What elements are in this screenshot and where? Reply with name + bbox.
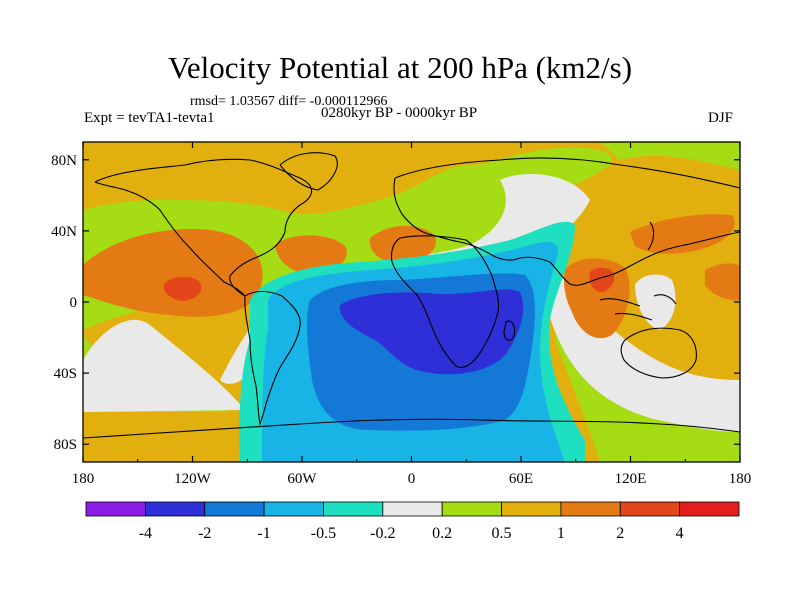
colorbar-swatch xyxy=(323,501,384,517)
contour-max-central-pacific xyxy=(705,263,740,301)
colorbar-swatch xyxy=(619,501,681,517)
colorbar-label: -1 xyxy=(257,525,270,542)
coastline-eurasia xyxy=(393,157,740,286)
contour-min-atlantic-africa xyxy=(339,289,524,375)
x-tick-label: 0 xyxy=(408,471,416,487)
coastline-indonesia xyxy=(599,294,677,321)
x-tick-label: 60W xyxy=(287,471,317,487)
y-tick-label: 40N xyxy=(51,224,77,240)
coastlines xyxy=(83,152,740,439)
colorbar-label: -0.2 xyxy=(370,525,395,542)
x-tick-label: 60E xyxy=(509,471,533,487)
x-tick-label: 180 xyxy=(72,471,95,487)
colorbar-label: -2 xyxy=(198,525,211,542)
contour-neutral-region xyxy=(83,319,245,412)
season-label: DJF xyxy=(708,110,734,126)
colorbar-swatch xyxy=(441,501,502,517)
period-label: 0280kyr BP - 0000kyr BP xyxy=(321,105,478,121)
contour-max-east-pacific xyxy=(83,229,263,317)
colorbar-swatch xyxy=(501,501,562,517)
colorbar-label: -4 xyxy=(139,525,152,542)
colorbar-swatch xyxy=(85,501,146,517)
coastline-south-america xyxy=(244,290,301,427)
contour-core-east-pacific xyxy=(163,276,202,301)
colorbar-label: 4 xyxy=(676,525,684,542)
colorbar-swatch xyxy=(204,501,265,517)
colorbar-swatch xyxy=(382,501,443,517)
coastline-greenland xyxy=(279,152,338,191)
y-axis: 80N 40N 0 40S 80S xyxy=(51,153,740,453)
colorbar-swatch xyxy=(144,501,206,517)
chart-title: Velocity Potential at 200 hPa (km2/s) xyxy=(167,50,633,85)
coastline-north-america xyxy=(94,158,312,297)
x-tick-label: 180 xyxy=(729,471,752,487)
contour-max-north-pacific xyxy=(630,214,735,254)
colorbar-label: 1 xyxy=(557,525,565,542)
colorbar-label: 0.5 xyxy=(492,525,512,542)
coastline-africa xyxy=(390,235,500,369)
x-tick-label: 120E xyxy=(615,471,647,487)
y-tick-label: 0 xyxy=(70,295,78,311)
contour-neutral-region xyxy=(220,174,590,384)
colorbar: -4 -2 -1 -0.5 -0.2 0.2 0.5 1 2 4 xyxy=(85,501,740,542)
y-tick-label: 80N xyxy=(51,153,77,169)
x-axis: 180 120W 60W 0 60E 120E 180 xyxy=(72,142,752,487)
experiment-label: Expt = tevTA1-tevta1 xyxy=(84,110,215,126)
colorbar-label: -0.5 xyxy=(311,525,336,542)
contour-neutral-region xyxy=(635,274,676,330)
colorbar-label: 2 xyxy=(616,525,624,542)
contour-neutral-region xyxy=(545,270,740,432)
colorbar-swatch xyxy=(560,501,621,517)
colorbar-label: 0.2 xyxy=(432,525,452,542)
contour-field xyxy=(83,142,740,462)
contour-green-band xyxy=(600,142,740,170)
stats-text: rmsd= 1.03567 diff= -0.000112966 xyxy=(190,94,388,109)
colorbar-swatch xyxy=(679,501,740,517)
y-tick-label: 80S xyxy=(54,437,77,453)
coastline-australia xyxy=(620,327,697,379)
coastline-japan xyxy=(647,221,655,251)
y-tick-label: 40S xyxy=(54,366,77,382)
coastline-antarctica xyxy=(83,418,740,439)
contour-core-west-pacific xyxy=(589,267,615,292)
x-tick-label: 120W xyxy=(174,471,212,487)
coastline-madagascar xyxy=(503,320,516,341)
colorbar-swatch xyxy=(263,501,324,517)
